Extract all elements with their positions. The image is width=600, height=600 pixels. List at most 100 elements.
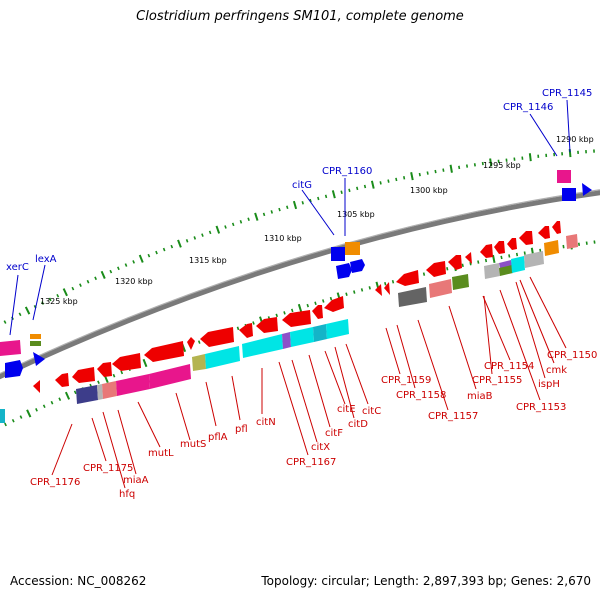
minor-tick: [73, 390, 77, 395]
major-tick: [491, 254, 496, 264]
minor-tick: [94, 276, 97, 281]
minor-tick: [418, 172, 421, 177]
gene-label-citE: citE: [337, 404, 356, 415]
gene-feature: [282, 332, 291, 349]
minor-tick: [317, 196, 320, 201]
minor-tick: [97, 380, 100, 385]
gene-feature: [544, 240, 559, 256]
major-tick: [297, 303, 303, 313]
gene-feature: [149, 364, 191, 389]
minor-tick: [56, 293, 60, 298]
minor-tick: [348, 188, 351, 193]
major-tick: [410, 172, 414, 181]
scale-label-1325: 1325 kbp: [40, 297, 78, 306]
gene-feature: [465, 252, 472, 264]
minor-tick: [477, 260, 480, 264]
gene-feature: [524, 251, 544, 268]
major-tick: [528, 153, 532, 162]
major-tick: [331, 190, 336, 199]
gene-label-ispH: ispH: [538, 379, 560, 390]
minor-tick: [403, 176, 406, 180]
minor-tick: [71, 286, 75, 291]
gene-label-cmk: cmk: [546, 365, 567, 376]
major-tick: [292, 200, 298, 210]
major-tick: [215, 225, 221, 234]
gene-label-CPR_1154: CPR_1154: [484, 361, 534, 372]
gene-label-CPR_1176: CPR_1176: [30, 477, 80, 488]
minor-tick: [387, 179, 390, 183]
minor-tick: [391, 279, 395, 284]
minor-tick: [356, 186, 359, 191]
minor-tick: [197, 340, 201, 344]
minor-tick: [231, 222, 235, 227]
gene-feature: [0, 340, 21, 356]
gene-label-CPR_1159: CPR_1159: [381, 375, 431, 386]
gene-feature: [429, 279, 452, 298]
gene-feature: [582, 183, 592, 196]
gene-feature: [30, 334, 41, 339]
scale-label-1320: 1320 kbp: [115, 277, 153, 286]
gene-feature: [97, 362, 112, 377]
gene-label-citN: citN: [256, 417, 276, 428]
minor-tick: [132, 260, 135, 264]
gene-feature: [55, 373, 69, 387]
gene-label-mutS: mutS: [180, 439, 206, 450]
minor-tick: [42, 404, 46, 409]
minor-tick: [363, 184, 367, 189]
gene-feature: [562, 188, 576, 201]
gene-feature: [324, 296, 344, 312]
gene-label-pfl: pfl: [235, 424, 248, 435]
minor-tick: [368, 286, 371, 290]
scale-label-1295: 1295 kbp: [483, 161, 521, 170]
minor-tick: [155, 250, 158, 255]
minor-tick: [345, 292, 348, 296]
minor-tick: [426, 171, 429, 175]
gene-feature: [511, 256, 525, 273]
minor-tick: [109, 269, 113, 274]
minor-tick: [252, 321, 255, 325]
minor-tick: [18, 312, 22, 317]
minor-tick: [112, 373, 116, 378]
minor-tick: [79, 283, 82, 287]
gene-feature: [102, 381, 117, 399]
minor-tick: [35, 408, 38, 412]
gene-label-hfq: hfq: [119, 489, 135, 500]
gene-feature: [33, 380, 40, 393]
gene-feature: [144, 341, 184, 362]
gene-label-mutL: mutL: [148, 448, 174, 459]
major-tick: [26, 409, 32, 418]
inner-gene-track: [0, 221, 578, 423]
minor-tick: [384, 281, 387, 286]
gene-feature: [557, 170, 571, 183]
gene-feature: [398, 287, 427, 307]
gene-feature: [350, 259, 365, 273]
gene-feature: [116, 374, 150, 396]
minor-tick: [170, 244, 174, 249]
minor-tick: [4, 422, 7, 427]
major-tick: [449, 164, 453, 173]
gene-feature: [331, 247, 345, 261]
scale-label-1305: 1305 kbp: [337, 210, 375, 219]
minor-tick: [201, 233, 204, 237]
gene-feature: [538, 226, 550, 239]
minor-tick: [301, 201, 304, 205]
minor-tick: [275, 313, 279, 318]
gene-label-citX: citX: [311, 442, 330, 453]
gene-feature: [426, 261, 446, 277]
gene-label-xerC: xerC: [6, 262, 29, 273]
gene-feature: [326, 319, 349, 339]
gene-feature: [76, 385, 98, 404]
minor-tick: [247, 217, 250, 222]
gene-feature: [313, 324, 327, 342]
minor-tick: [322, 299, 325, 303]
gene-feature: [290, 327, 314, 347]
minor-tick: [239, 220, 243, 224]
minor-tick: [314, 301, 317, 306]
gene-label-CPR_1158: CPR_1158: [396, 390, 446, 401]
minor-tick: [395, 177, 398, 182]
gene-feature: [33, 352, 45, 366]
minor-tick: [58, 397, 62, 402]
gene-feature: [452, 274, 469, 290]
minor-tick: [458, 165, 461, 170]
minor-tick: [162, 247, 166, 252]
